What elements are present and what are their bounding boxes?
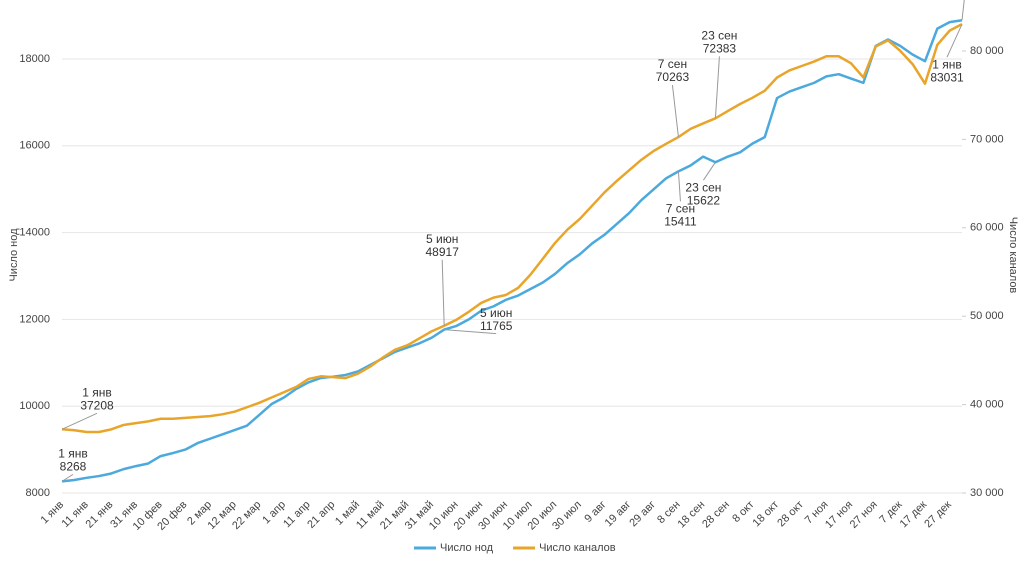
annotation-value: 11765	[480, 319, 513, 333]
x-tick-label: 27 ноя	[848, 499, 880, 531]
series-line	[61, 19, 963, 483]
annotation-value: 48917	[426, 245, 460, 259]
annotation-value: 15622	[687, 193, 721, 207]
x-tick-label: 29 авг	[627, 499, 658, 530]
x-tick-label: 28 сен	[700, 499, 732, 531]
y2-tick-label: 60 000	[970, 222, 1004, 234]
annotation-leader	[441, 259, 445, 326]
annotation-leader	[61, 473, 74, 482]
x-tick-label: 18 окт	[751, 499, 782, 530]
annotation-date: 23 сен	[685, 180, 721, 194]
annotation-leader	[671, 84, 679, 138]
annotation-date: 1 янв	[82, 385, 112, 399]
y2-tick-label: 50 000	[970, 310, 1004, 322]
y-tick-label: 8000	[26, 487, 50, 499]
legend-label: Число нод	[440, 542, 494, 554]
annotation-leader	[61, 412, 98, 430]
legend-label: Число каналов	[539, 542, 616, 554]
annotation-value: 72383	[703, 41, 737, 55]
annotation-leader	[961, 0, 965, 21]
annotation-value: 70263	[656, 70, 690, 84]
annotation-date: 1 янв	[58, 447, 88, 461]
annotation-leader	[444, 329, 497, 335]
y-tick-label: 18000	[19, 53, 50, 65]
y-tick-label: 14000	[19, 227, 50, 239]
annotation-date: 7 сен	[666, 202, 695, 216]
annotation-date: 7 сен	[658, 57, 687, 71]
annotation-value: 37208	[80, 398, 114, 412]
annotation-leader	[703, 161, 716, 181]
y-tick-label: 16000	[19, 140, 50, 152]
annotation-value: 8268	[60, 460, 87, 474]
annotation-leader	[677, 171, 681, 202]
annotation-date: 23 сен	[701, 28, 737, 42]
x-tick-label: 17 дек	[898, 499, 930, 531]
y2-tick-label: 80 000	[970, 45, 1004, 57]
annotation-leader	[946, 23, 963, 58]
y2-axis-title: Число каналов	[1007, 217, 1019, 294]
x-tick-label: 28 окт	[775, 499, 806, 530]
y2-tick-label: 40 000	[970, 398, 1004, 410]
annotation-date: 5 июн	[480, 306, 512, 320]
y2-tick-label: 30 000	[970, 487, 1004, 499]
annotation-value: 83031	[930, 70, 964, 84]
annotation-date: 1 янв	[932, 57, 962, 71]
y-tick-label: 10000	[19, 400, 50, 412]
x-tick-label: 27 дек	[922, 499, 954, 531]
annotation-value: 15411	[664, 215, 697, 229]
y-axis-title: Число нод	[8, 228, 20, 282]
y-tick-label: 12000	[19, 313, 50, 325]
annotation-leader	[714, 56, 720, 119]
series-line	[61, 23, 963, 434]
x-tick-label: 19 авг	[603, 499, 634, 530]
y2-tick-label: 70 000	[970, 133, 1004, 145]
x-tick-label: 21 апр	[305, 499, 337, 531]
annotation-date: 5 июн	[426, 232, 458, 246]
